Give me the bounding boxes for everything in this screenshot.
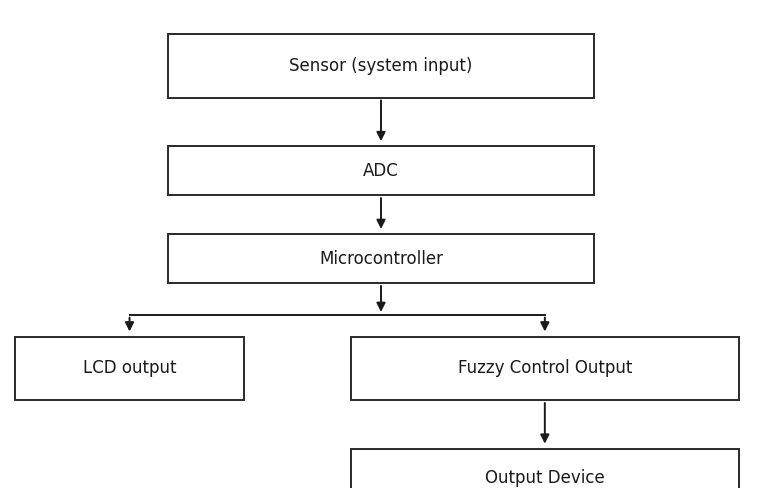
- Bar: [15, 337, 244, 400]
- Text: Sensor (system input): Sensor (system input): [290, 57, 472, 75]
- Bar: [351, 449, 739, 488]
- Text: Fuzzy Control Output: Fuzzy Control Output: [458, 360, 632, 377]
- Text: ADC: ADC: [363, 162, 399, 180]
- Text: Microcontroller: Microcontroller: [319, 250, 443, 267]
- Text: Output Device: Output Device: [485, 469, 605, 487]
- Bar: [351, 337, 739, 400]
- Text: LCD output: LCD output: [83, 360, 176, 377]
- Bar: [168, 234, 594, 283]
- Bar: [168, 146, 594, 195]
- Bar: [168, 34, 594, 98]
